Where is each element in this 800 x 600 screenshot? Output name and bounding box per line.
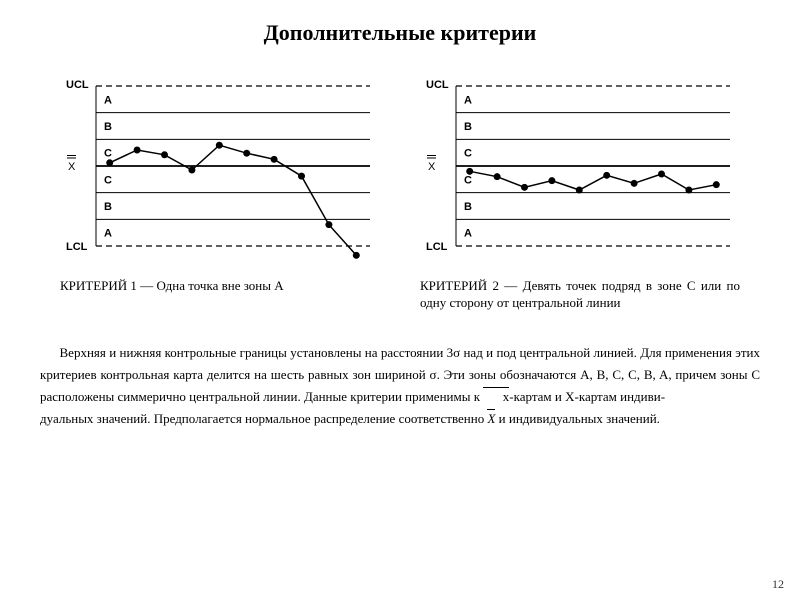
svg-text:A: A (104, 228, 112, 240)
descr-2b: и индивидуальных значений. (495, 411, 660, 426)
captions-row: КРИТЕРИЙ 1 — Одна точка вне зоны A КРИТЕ… (40, 278, 760, 312)
descr-1b: -картам и X-картам индиви- (509, 389, 665, 404)
chart-1-caption-prefix: КРИТЕРИЙ 1 (60, 278, 137, 293)
page-title: Дополнительные критерии (40, 20, 760, 46)
chart-2-caption: КРИТЕРИЙ 2 — Девять точек подряд в зоне … (420, 278, 740, 312)
charts-row: UCL LCL X A B C C B A UCL LCL X A B C C B A (40, 66, 760, 266)
svg-text:A: A (464, 228, 472, 240)
svg-text:B: B (464, 121, 472, 133)
svg-text:UCL: UCL (66, 79, 89, 91)
svg-text:B: B (104, 201, 112, 213)
svg-text:C: C (464, 174, 472, 186)
svg-text:B: B (464, 201, 472, 213)
svg-text:C: C (104, 174, 112, 186)
x-bar-symbol: x (483, 386, 509, 408)
chart-2-svg: UCL LCL X A B C C B A (420, 66, 740, 266)
chart-1-caption-sep: — (137, 278, 157, 293)
svg-text:C: C (104, 148, 112, 160)
chart-1-caption-text: Одна точка вне зоны A (156, 278, 283, 293)
svg-text:X: X (428, 161, 436, 173)
chart-2-caption-sep: — (499, 278, 523, 293)
chart-1: UCL LCL X A B C C B A (60, 66, 380, 266)
descr-2a: дуальных значений. Предполагается нормал… (40, 411, 487, 426)
svg-text:UCL: UCL (426, 79, 449, 91)
svg-text:LCL: LCL (426, 241, 448, 253)
description-paragraph-2: дуальных значений. Предполагается нормал… (40, 408, 760, 430)
chart-2-caption-prefix: КРИТЕРИЙ 2 (420, 278, 499, 293)
svg-text:A: A (464, 94, 472, 106)
svg-text:LCL: LCL (66, 241, 88, 253)
page-number: 12 (772, 577, 784, 592)
chart-1-caption: КРИТЕРИЙ 1 — Одна точка вне зоны A (60, 278, 380, 312)
svg-text:X: X (68, 161, 76, 173)
svg-text:B: B (104, 121, 112, 133)
chart-2: UCL LCL X A B C C B A (420, 66, 740, 266)
x-bar-symbol-2: X (487, 408, 495, 430)
svg-text:A: A (104, 94, 112, 106)
svg-text:C: C (464, 148, 472, 160)
chart-1-svg: UCL LCL X A B C C B A (60, 66, 380, 266)
description-paragraph-1: Верхняя и нижняя контрольные границы уст… (40, 342, 760, 408)
